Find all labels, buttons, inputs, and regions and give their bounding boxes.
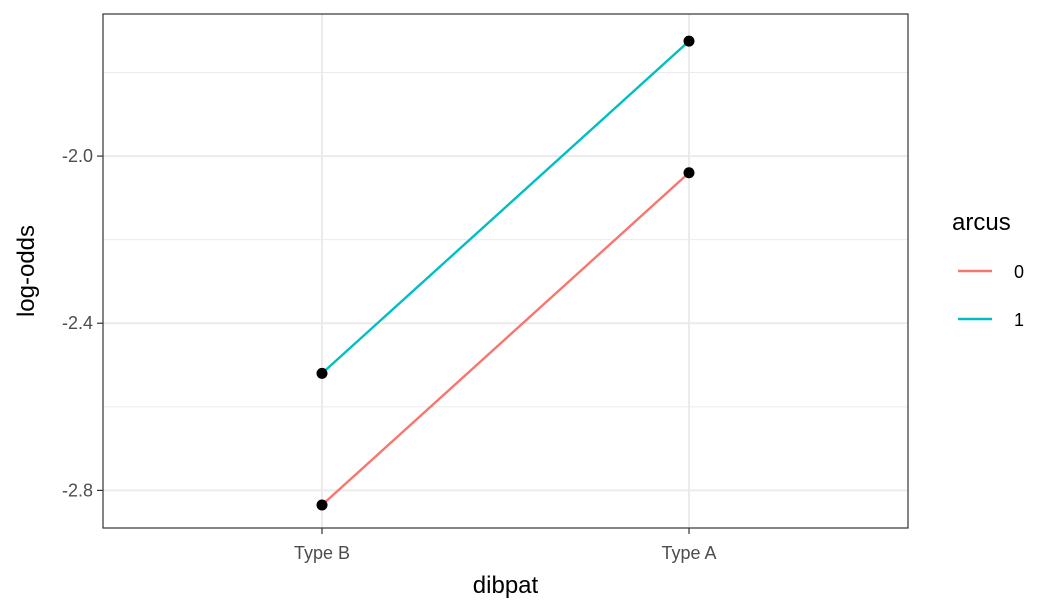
y-tick-label-1: -2.4 <box>62 313 93 333</box>
y-axis-title: log-odds <box>13 225 40 317</box>
y-axis: -2.8 -2.4 -2.0 <box>62 146 103 500</box>
legend: arcus 0 1 <box>952 209 1024 330</box>
x-axis: Type B Type A <box>294 528 717 563</box>
x-tick-label-0: Type B <box>294 543 350 563</box>
series-line-arcus-0 <box>321 171 690 506</box>
series-lines <box>321 40 690 506</box>
legend-label-1: 1 <box>1014 310 1024 330</box>
minor-gridlines <box>103 72 908 408</box>
legend-title: arcus <box>952 209 1011 236</box>
y-tick-label-2: -2.0 <box>62 146 93 166</box>
series-line-arcus-1 <box>321 40 690 375</box>
x-tick-label-1: Type A <box>661 543 716 563</box>
plot-border <box>102 13 909 529</box>
legend-label-0: 0 <box>1014 262 1024 282</box>
x-axis-title: dibpat <box>473 572 539 599</box>
data-point-arcus-1-1 <box>683 35 695 47</box>
plot-panel <box>103 14 908 528</box>
data-point-arcus-0-1 <box>683 167 695 179</box>
data-point-arcus-0-0 <box>316 499 328 511</box>
series-points <box>316 35 695 511</box>
major-gridlines <box>103 14 908 528</box>
data-point-arcus-1-0 <box>316 367 328 379</box>
y-tick-label-0: -2.8 <box>62 480 93 500</box>
